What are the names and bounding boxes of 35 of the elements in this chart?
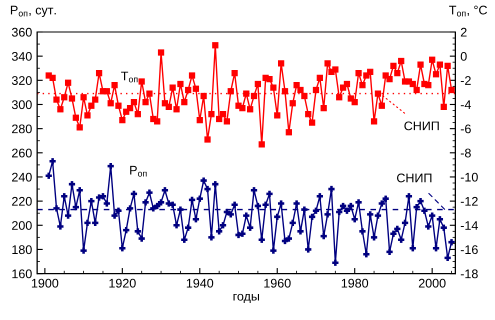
y2-tick-label: -12 [460, 196, 478, 206]
y-axis-title: P$_{оп}$, сут. [10, 6, 56, 17]
y2-tick-label: 0 [460, 52, 467, 61]
ref-line-label: СНИП [397, 174, 432, 182]
y2-tick-label: -6 [460, 124, 471, 134]
y-tick-label: 220 [12, 196, 32, 206]
series-label: T$_{оп}$ [121, 72, 138, 82]
x-axis-title: годы [234, 294, 260, 304]
x-tick-label: 1960 [264, 278, 291, 288]
y-tick-label: 160 [12, 269, 32, 278]
x-tick-label: 1940 [186, 278, 214, 288]
series-label: P$_{оп}$ [130, 166, 147, 177]
y2-tick-label: -14 [460, 221, 478, 230]
x-tick-label: 1920 [109, 278, 136, 288]
y-tick-label: 200 [12, 221, 32, 230]
y-tick-label: 260 [12, 148, 32, 158]
y-tick-label: 360 [12, 28, 32, 37]
y2-tick-label: -4 [460, 100, 472, 110]
y2-tick-label: 2 [460, 28, 467, 37]
y2-axis-title: T$_{оп}$, °C [449, 6, 488, 16]
y2-tick-label: -18 [460, 269, 478, 278]
y-tick-label: 240 [12, 172, 32, 182]
y2-tick-label: -10 [460, 172, 478, 182]
y-tick-label: 180 [12, 245, 32, 254]
x-tick-label: 2000 [418, 278, 446, 288]
x-tick-label: 1980 [342, 278, 368, 288]
x-tick-label: 1900 [32, 278, 58, 288]
y2-tick-label: -8 [460, 148, 471, 158]
y-tick-label: 280 [12, 124, 32, 134]
y-tick-label: 340 [12, 52, 32, 61]
legend-label: СНИП [404, 121, 439, 130]
y-tick-label: 320 [12, 76, 32, 85]
y2-tick-label: -16 [460, 245, 478, 254]
y-tick-label: 300 [12, 100, 32, 110]
y2-tick-label: -2 [460, 76, 471, 85]
